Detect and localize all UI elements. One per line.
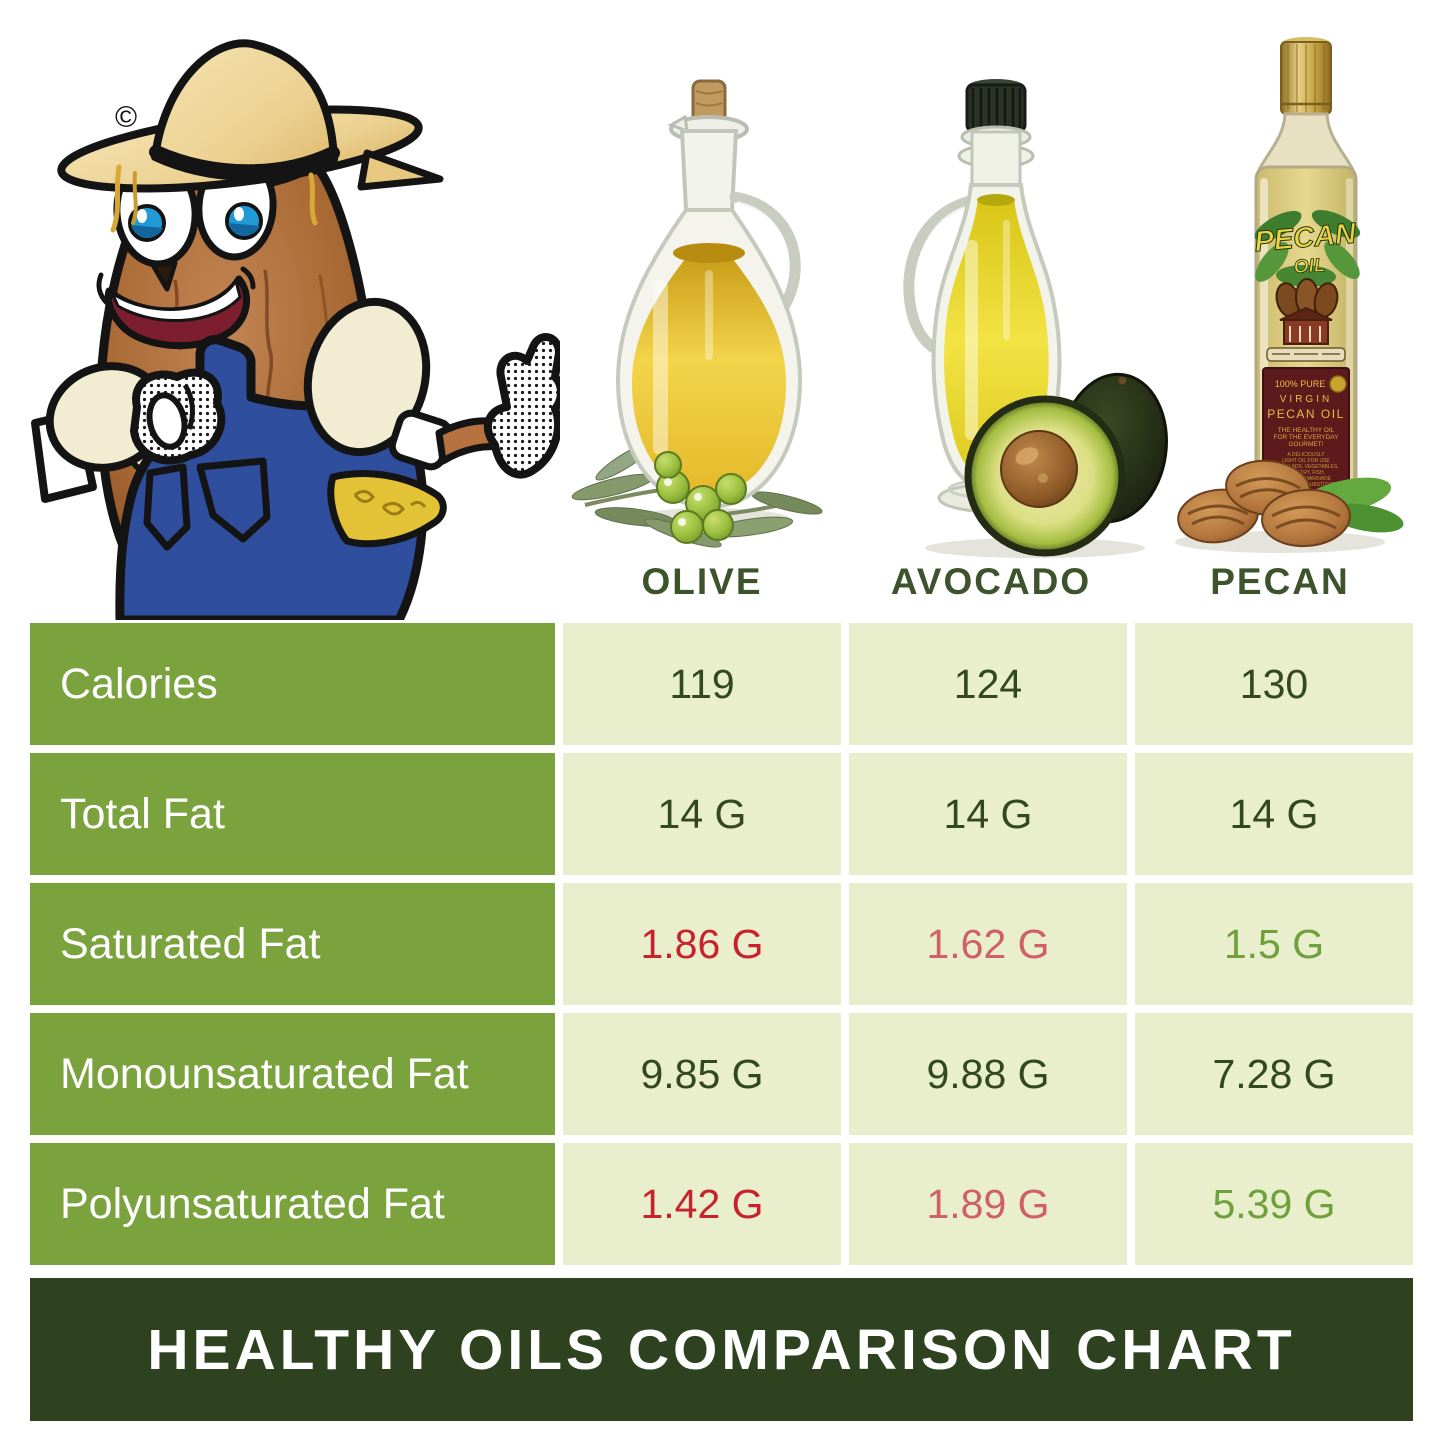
cell-polyunsaturated-fat-avocado: 1.89 G [849,1143,1127,1265]
avocado-oil-bottle-image [903,79,1168,558]
cell-saturated-fat-avocado: 1.62 G [849,883,1127,1005]
svg-text:LIGHT OIL FOR USE: LIGHT OIL FOR USE [1282,458,1330,464]
svg-text:POULTRY, FISH,: POULTRY, FISH, [1287,470,1325,476]
cell-total-fat-pecan: 14 G [1135,753,1413,875]
olives [654,451,747,544]
cell-monounsaturated-fat-avocado: 9.88 G [849,1013,1127,1135]
svg-text:THE HEALTHY OIL: THE HEALTHY OIL [1278,427,1335,434]
row-label-calories: Calories [30,623,555,745]
row-label-monounsaturated-fat: Monounsaturated Fat [30,1013,555,1135]
mascot-nose [150,260,178,292]
cell-monounsaturated-fat-pecan: 7.28 G [1135,1013,1413,1135]
half-avocado [964,395,1126,557]
cell-saturated-fat-olive: 1.86 G [563,883,841,1005]
column-header-pecan: PECAN [1210,561,1350,602]
svg-text:A DELICIOUSLY: A DELICIOUSLY [1287,452,1325,458]
row-label-saturated-fat: Saturated Fat [30,883,555,1005]
row-label-polyunsaturated-fat: Polyunsaturated Fat [30,1143,555,1265]
column-header-olive: OLIVE [641,561,763,602]
cell-polyunsaturated-fat-olive: 1.42 G [563,1143,841,1265]
pecan-label-product: PECAN OIL [1267,407,1345,421]
column-header-avocado: AVOCADO [890,561,1092,602]
pecan-label-brand-bottom: OIL [1293,255,1326,278]
cell-calories-pecan: 130 [1135,623,1413,745]
pecan-bottle-label: PECAN OIL 100% PURE VIRGIN PECAN OIL THE… [1253,210,1361,504]
mascot-right-arm [303,297,560,479]
banner-title: HEALTHY OILS COMPARISON CHART [147,1317,1296,1382]
olive-oil-bottle-image [571,79,823,548]
copyright-symbol: © [115,101,137,134]
svg-text:FOR THE EVERYDAY: FOR THE EVERYDAY [1273,434,1339,441]
title-banner: HEALTHY OILS COMPARISON CHART [30,1278,1413,1421]
svg-text:GOURMET!: GOURMET! [1288,441,1323,448]
cell-calories-avocado: 124 [849,623,1127,745]
mascot-tie [327,470,447,548]
pecan-farmer-mascot-illustration: © [31,39,560,620]
cell-saturated-fat-pecan: 1.5 G [1135,883,1413,1005]
svg-text:ON SALADS, VEGETABLES,: ON SALADS, VEGETABLES, [1273,464,1339,470]
pecan-oil-bottle-image: PECAN OIL 100% PURE VIRGIN PECAN OIL THE… [1175,37,1404,553]
row-label-total-fat: Total Fat [30,753,555,875]
mascot-left-arm [31,362,226,503]
olive-bottle [615,79,803,510]
cell-calories-olive: 119 [563,623,841,745]
pecan-label-pure: 100% PURE [1275,379,1326,389]
cell-monounsaturated-fat-olive: 9.85 G [563,1013,841,1135]
comparison-table: Calories 119 124 130 Total Fat 14 G 14 G… [30,623,1413,1265]
mascot-straw-hat [57,39,444,233]
pecan-label-virgin: VIRGIN [1280,394,1332,405]
cell-polyunsaturated-fat-pecan: 5.39 G [1135,1143,1413,1265]
cell-total-fat-avocado: 14 G [849,753,1127,875]
cell-total-fat-olive: 14 G [563,753,841,875]
mascot-mouth [96,266,256,350]
pecan-nuts [1177,459,1404,548]
